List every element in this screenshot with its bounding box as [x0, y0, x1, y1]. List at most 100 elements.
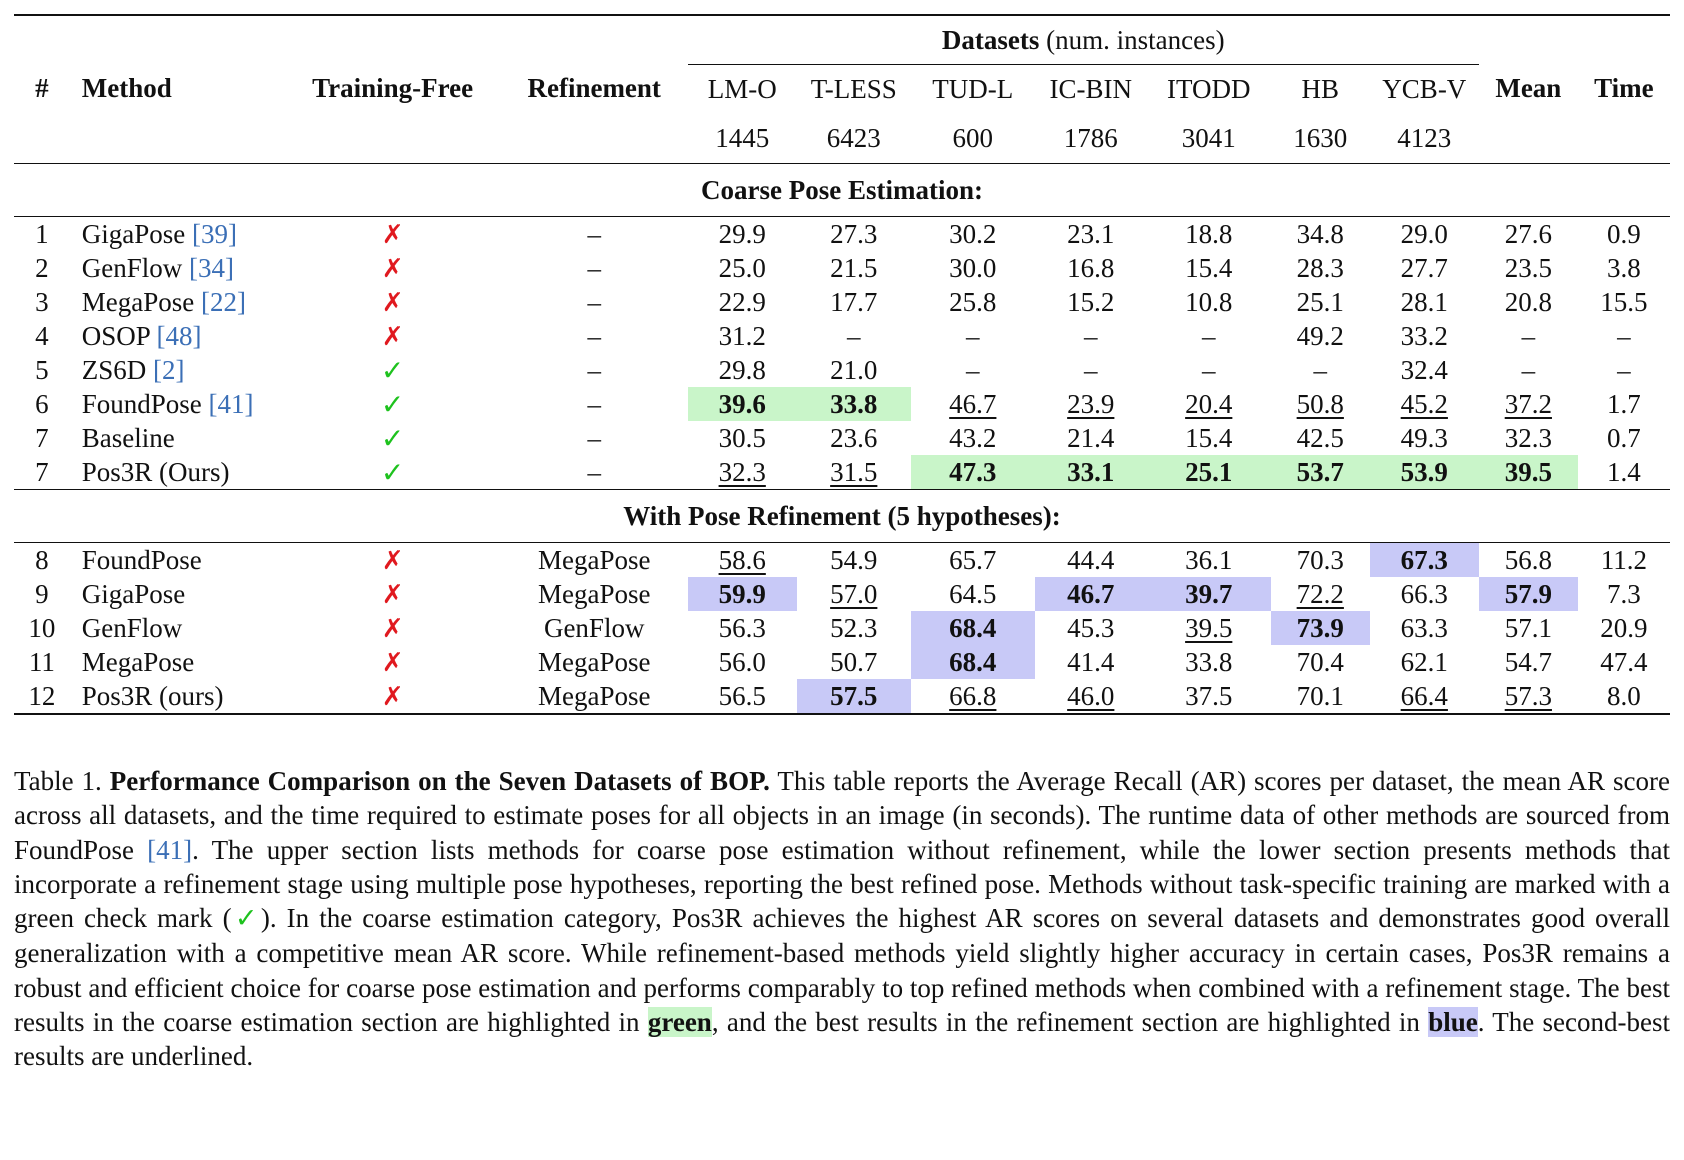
cell-value: 32.4	[1400, 354, 1448, 385]
results-table: Datasets (num. instances) # Method Train…	[14, 14, 1670, 716]
training-free-cell: ✗	[284, 645, 501, 679]
cell-value: 23.1	[1067, 218, 1115, 249]
method-citation: [22]	[201, 286, 246, 317]
score-cell: 46.7	[1035, 577, 1147, 611]
cell-value: 32.3	[718, 456, 766, 487]
instances-icbin: 1786	[1063, 122, 1118, 153]
score-cell: 25.1	[1146, 455, 1271, 490]
training-free-cell: ✗	[284, 679, 501, 714]
col-time: Time	[1594, 73, 1654, 104]
cell-value: 20.4	[1185, 388, 1233, 419]
instances-tudl: 600	[952, 122, 994, 153]
cell-value: 23.9	[1067, 388, 1115, 419]
score-cell: 27.3	[797, 217, 911, 251]
score-cell: 53.7	[1270, 455, 1370, 490]
col-mean: Mean	[1495, 73, 1562, 104]
row-number: 1	[35, 218, 49, 249]
score-cell: 33.2	[1370, 319, 1479, 353]
row-number: 12	[28, 680, 56, 711]
check-mark-icon: ✓	[231, 903, 261, 935]
mean-cell: 57.1	[1479, 611, 1578, 645]
score-cell: 28.3	[1271, 251, 1370, 285]
check-mark-icon: ✓	[380, 455, 405, 489]
score-cell: 28.1	[1370, 285, 1479, 319]
datasets-header: Datasets (num. instances)	[687, 16, 1479, 65]
row-number: 4	[35, 320, 49, 351]
cell-value: 56.8	[1504, 544, 1552, 575]
cell-value: 73.9	[1296, 612, 1344, 643]
cell-value: 18.8	[1185, 218, 1233, 249]
mean-cell: 57.3	[1479, 679, 1578, 714]
score-cell: 63.3	[1370, 611, 1479, 645]
results-table-container: Datasets (num. instances) # Method Train…	[14, 14, 1670, 716]
cell-value: –	[1521, 354, 1536, 385]
score-cell: –	[911, 319, 1035, 353]
score-cell: 30.0	[911, 251, 1035, 285]
score-cell: 70.3	[1271, 543, 1370, 577]
cell-value: 50.8	[1296, 388, 1344, 419]
cell-value: 30.5	[718, 422, 766, 453]
cell-value: 64.5	[949, 578, 997, 609]
method-name: Pos3R (ours)	[81, 680, 224, 711]
cell-value: 15.5	[1600, 286, 1648, 317]
cell-value: 47.4	[1600, 646, 1648, 677]
training-free-cell: ✓	[284, 353, 501, 387]
cell-value: 11.2	[1600, 544, 1647, 575]
refinement-cell: MegaPose	[537, 544, 651, 575]
score-cell: –	[1147, 319, 1271, 353]
training-free-cell: ✗	[284, 285, 501, 319]
cell-value: 27.7	[1400, 252, 1448, 283]
cell-value: 70.4	[1296, 646, 1344, 677]
cell-value: 39.5	[1185, 612, 1233, 643]
score-cell: –	[1271, 353, 1370, 387]
refinement-cell: GenFlow	[543, 612, 645, 643]
section-coarse-row: Coarse Pose Estimation:	[14, 164, 1670, 217]
cell-value: 70.1	[1296, 680, 1344, 711]
method-name-cell: GenFlow	[70, 611, 285, 645]
method-name: FoundPose	[81, 544, 202, 575]
score-cell: 30.5	[688, 421, 797, 455]
cell-value: 1.4	[1606, 456, 1641, 487]
cell-value: 23.6	[830, 422, 878, 453]
cell-value: 10.8	[1185, 286, 1233, 317]
cell-value: 59.9	[718, 578, 766, 609]
row-number: 5	[35, 354, 49, 385]
score-cell: –	[797, 319, 911, 353]
table-row: 4 OSOP [48] ✗ – 31.2 – – – – 49.2 33.2 – –	[14, 319, 1670, 353]
caption-text-4: , and the best results in the refinement…	[711, 1007, 1429, 1038]
col-dataset-itodd: ITODD	[1166, 73, 1251, 104]
cell-value: 8.0	[1606, 680, 1641, 711]
score-cell: –	[1035, 319, 1147, 353]
cell-value: 3.8	[1606, 252, 1641, 283]
cell-value: 37.5	[1185, 680, 1233, 711]
cell-value: 72.2	[1296, 578, 1344, 609]
score-cell: 29.8	[688, 353, 797, 387]
cell-value: 56.5	[718, 680, 766, 711]
score-cell: 68.4	[910, 645, 1035, 679]
mean-cell: 37.2	[1479, 387, 1578, 421]
method-name: Baseline	[81, 422, 175, 453]
score-cell: 23.1	[1035, 217, 1147, 251]
method-name-cell: MegaPose	[70, 645, 285, 679]
time-cell: 11.2	[1578, 543, 1670, 577]
check-mark-icon: ✓	[380, 421, 405, 455]
method-name-cell: GenFlow [34]	[70, 251, 285, 285]
cell-value: 15.2	[1067, 286, 1115, 317]
section-refine-title: With Pose Refinement (5 hypotheses):	[623, 500, 1061, 531]
mean-cell: 56.8	[1479, 543, 1578, 577]
refinement-cell: MegaPose	[537, 680, 651, 711]
cell-value: 57.1	[1504, 612, 1552, 643]
refinement-cell: MegaPose	[537, 578, 651, 609]
time-cell: 20.9	[1578, 611, 1670, 645]
time-cell: 1.4	[1578, 455, 1670, 490]
section-coarse-title: Coarse Pose Estimation:	[701, 174, 983, 205]
cell-value: 58.6	[718, 544, 766, 575]
cell-value: 29.8	[718, 354, 766, 385]
score-cell: 30.2	[911, 217, 1035, 251]
cell-value: 66.3	[1400, 578, 1448, 609]
row-number: 9	[35, 578, 49, 609]
cell-value: 15.4	[1185, 422, 1233, 453]
method-name-cell: GigaPose [39]	[70, 217, 285, 251]
instances-lmo: 1445	[715, 122, 770, 153]
score-cell: 39.6	[687, 387, 797, 421]
